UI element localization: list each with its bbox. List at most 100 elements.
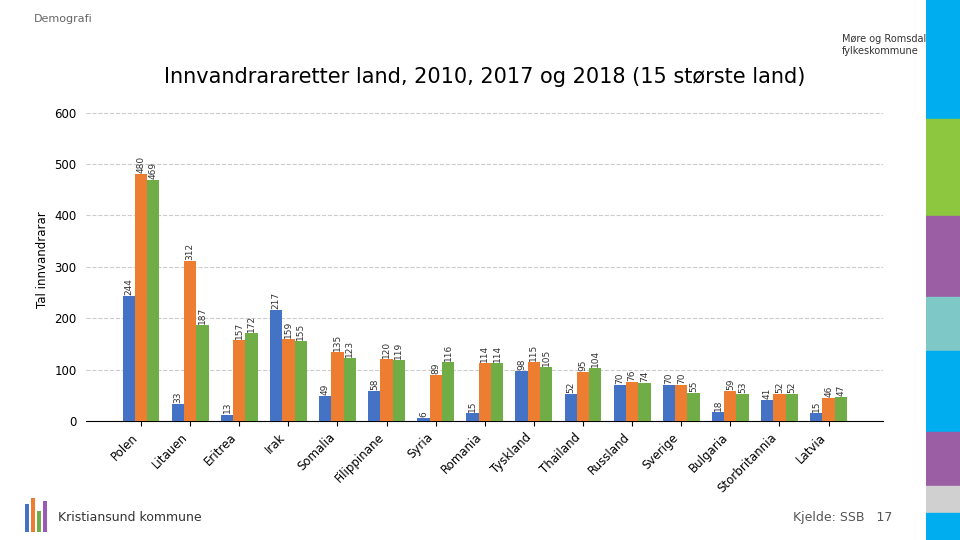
Bar <box>282 340 295 421</box>
Text: 312: 312 <box>185 242 195 260</box>
Bar <box>516 371 528 421</box>
Bar <box>123 296 135 421</box>
Text: 52: 52 <box>775 382 784 394</box>
Text: 172: 172 <box>247 315 256 332</box>
Text: 155: 155 <box>296 323 305 340</box>
Text: 469: 469 <box>149 162 157 179</box>
Text: 157: 157 <box>235 322 244 340</box>
Bar <box>172 404 184 421</box>
Bar <box>926 216 960 297</box>
Bar <box>319 396 331 421</box>
Text: 15: 15 <box>468 401 477 413</box>
Text: 55: 55 <box>689 380 698 392</box>
Text: 70: 70 <box>615 373 624 384</box>
Text: 244: 244 <box>124 278 133 295</box>
Text: Møre og Romsdal
fylkeskommune: Møre og Romsdal fylkeskommune <box>842 34 926 56</box>
Text: 105: 105 <box>541 349 551 366</box>
Bar <box>810 414 823 421</box>
Bar <box>834 397 847 421</box>
Text: 52: 52 <box>566 382 575 394</box>
Text: 480: 480 <box>136 156 146 173</box>
Text: 119: 119 <box>395 342 403 359</box>
Text: 187: 187 <box>198 307 207 324</box>
Bar <box>926 119 960 216</box>
Text: 104: 104 <box>590 349 600 367</box>
Text: 47: 47 <box>836 384 846 396</box>
Text: 114: 114 <box>480 345 490 362</box>
Bar <box>196 325 208 421</box>
Text: 70: 70 <box>677 373 685 384</box>
Text: 6: 6 <box>419 411 428 417</box>
Bar <box>429 375 442 421</box>
Bar <box>221 415 233 421</box>
Bar <box>331 352 344 421</box>
Bar <box>926 351 960 432</box>
Text: 217: 217 <box>272 292 280 308</box>
Text: Demografi: Demografi <box>34 14 92 24</box>
Bar <box>479 362 491 421</box>
Text: 89: 89 <box>431 363 441 374</box>
Bar <box>774 394 785 421</box>
Text: 98: 98 <box>517 358 526 370</box>
Title: Innvandrararetter land, 2010, 2017 og 2018 (15 største land): Innvandrararetter land, 2010, 2017 og 20… <box>164 68 805 87</box>
Bar <box>687 393 700 421</box>
Bar <box>233 340 246 421</box>
Bar <box>589 368 601 421</box>
Bar <box>418 418 429 421</box>
Text: 13: 13 <box>223 402 231 414</box>
Text: 46: 46 <box>824 385 833 396</box>
Bar <box>736 394 749 421</box>
Bar <box>135 174 147 421</box>
Text: 33: 33 <box>174 392 182 403</box>
Bar <box>369 392 380 421</box>
Text: 49: 49 <box>321 383 329 395</box>
Text: 116: 116 <box>444 343 452 361</box>
Bar <box>42 501 47 532</box>
Bar <box>823 397 834 421</box>
Text: 70: 70 <box>664 373 674 384</box>
Text: 52: 52 <box>787 382 796 394</box>
Bar <box>25 504 30 532</box>
Bar <box>926 297 960 351</box>
Bar <box>712 412 724 421</box>
Bar <box>184 261 196 421</box>
Text: 76: 76 <box>628 369 636 381</box>
Bar <box>36 511 41 532</box>
Bar <box>31 497 36 532</box>
Text: 114: 114 <box>492 345 501 362</box>
Bar <box>926 0 960 119</box>
Bar <box>295 341 307 421</box>
Bar <box>528 362 540 421</box>
Bar <box>467 414 479 421</box>
Text: 59: 59 <box>726 379 734 390</box>
Text: 135: 135 <box>333 334 342 351</box>
Bar <box>626 382 638 421</box>
Bar <box>926 486 960 513</box>
Bar <box>393 360 405 421</box>
Bar <box>662 385 675 421</box>
Bar <box>638 383 651 421</box>
Text: 74: 74 <box>640 371 649 382</box>
Bar <box>613 385 626 421</box>
Bar <box>491 362 503 421</box>
Text: 115: 115 <box>529 344 539 361</box>
Text: Kjelde: SSB   17: Kjelde: SSB 17 <box>793 511 893 524</box>
Bar <box>926 432 960 486</box>
Text: 53: 53 <box>738 381 747 393</box>
Bar <box>564 394 577 421</box>
Bar <box>675 385 687 421</box>
Bar <box>577 373 589 421</box>
Bar <box>926 513 960 540</box>
Text: 95: 95 <box>579 360 588 372</box>
Text: 120: 120 <box>382 341 391 359</box>
Bar <box>270 309 282 421</box>
Text: 58: 58 <box>370 379 379 390</box>
Bar <box>147 180 159 421</box>
Text: 159: 159 <box>284 321 293 339</box>
Bar <box>785 394 798 421</box>
Bar <box>761 400 774 421</box>
Bar <box>724 391 736 421</box>
Bar <box>380 360 393 421</box>
Bar <box>540 367 552 421</box>
Text: 41: 41 <box>762 388 772 399</box>
